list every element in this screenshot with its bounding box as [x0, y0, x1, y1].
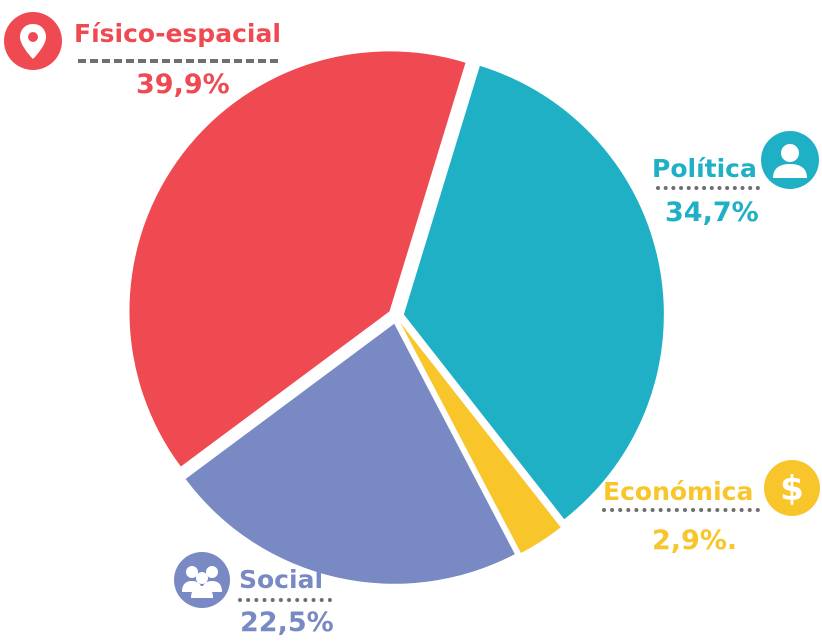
label-underline: [656, 186, 760, 190]
pie-slice-econ-mica: [400, 322, 561, 554]
pie-slice-f-sica-espacial: [129, 51, 466, 467]
slice-value-fisico-espacial: 39,9%: [136, 69, 230, 100]
dollar-icon: $: [764, 460, 820, 516]
slice-value-social: 22,5%: [240, 607, 334, 638]
map-pin-icon: [4, 12, 62, 70]
user-icon: [761, 131, 819, 189]
pie-slices: [129, 51, 664, 584]
label-underline: [602, 508, 760, 512]
group-icon: [174, 552, 230, 608]
pie-slice-social: [185, 323, 515, 584]
slice-label-economica: Económica: [603, 477, 754, 506]
slice-label-social: Social: [239, 565, 324, 594]
label-underline: [78, 59, 278, 63]
slice-label-fisico-espacial: Físico-espacial: [74, 19, 281, 48]
svg-text:$: $: [780, 469, 804, 509]
slice-value-economica: 2,9%.: [652, 525, 738, 556]
slice-label-politica: Política: [652, 154, 757, 183]
pie-slice-pol-tica: [403, 65, 664, 520]
slice-value-politica: 34,7%: [665, 197, 759, 228]
label-underline: [238, 598, 332, 602]
